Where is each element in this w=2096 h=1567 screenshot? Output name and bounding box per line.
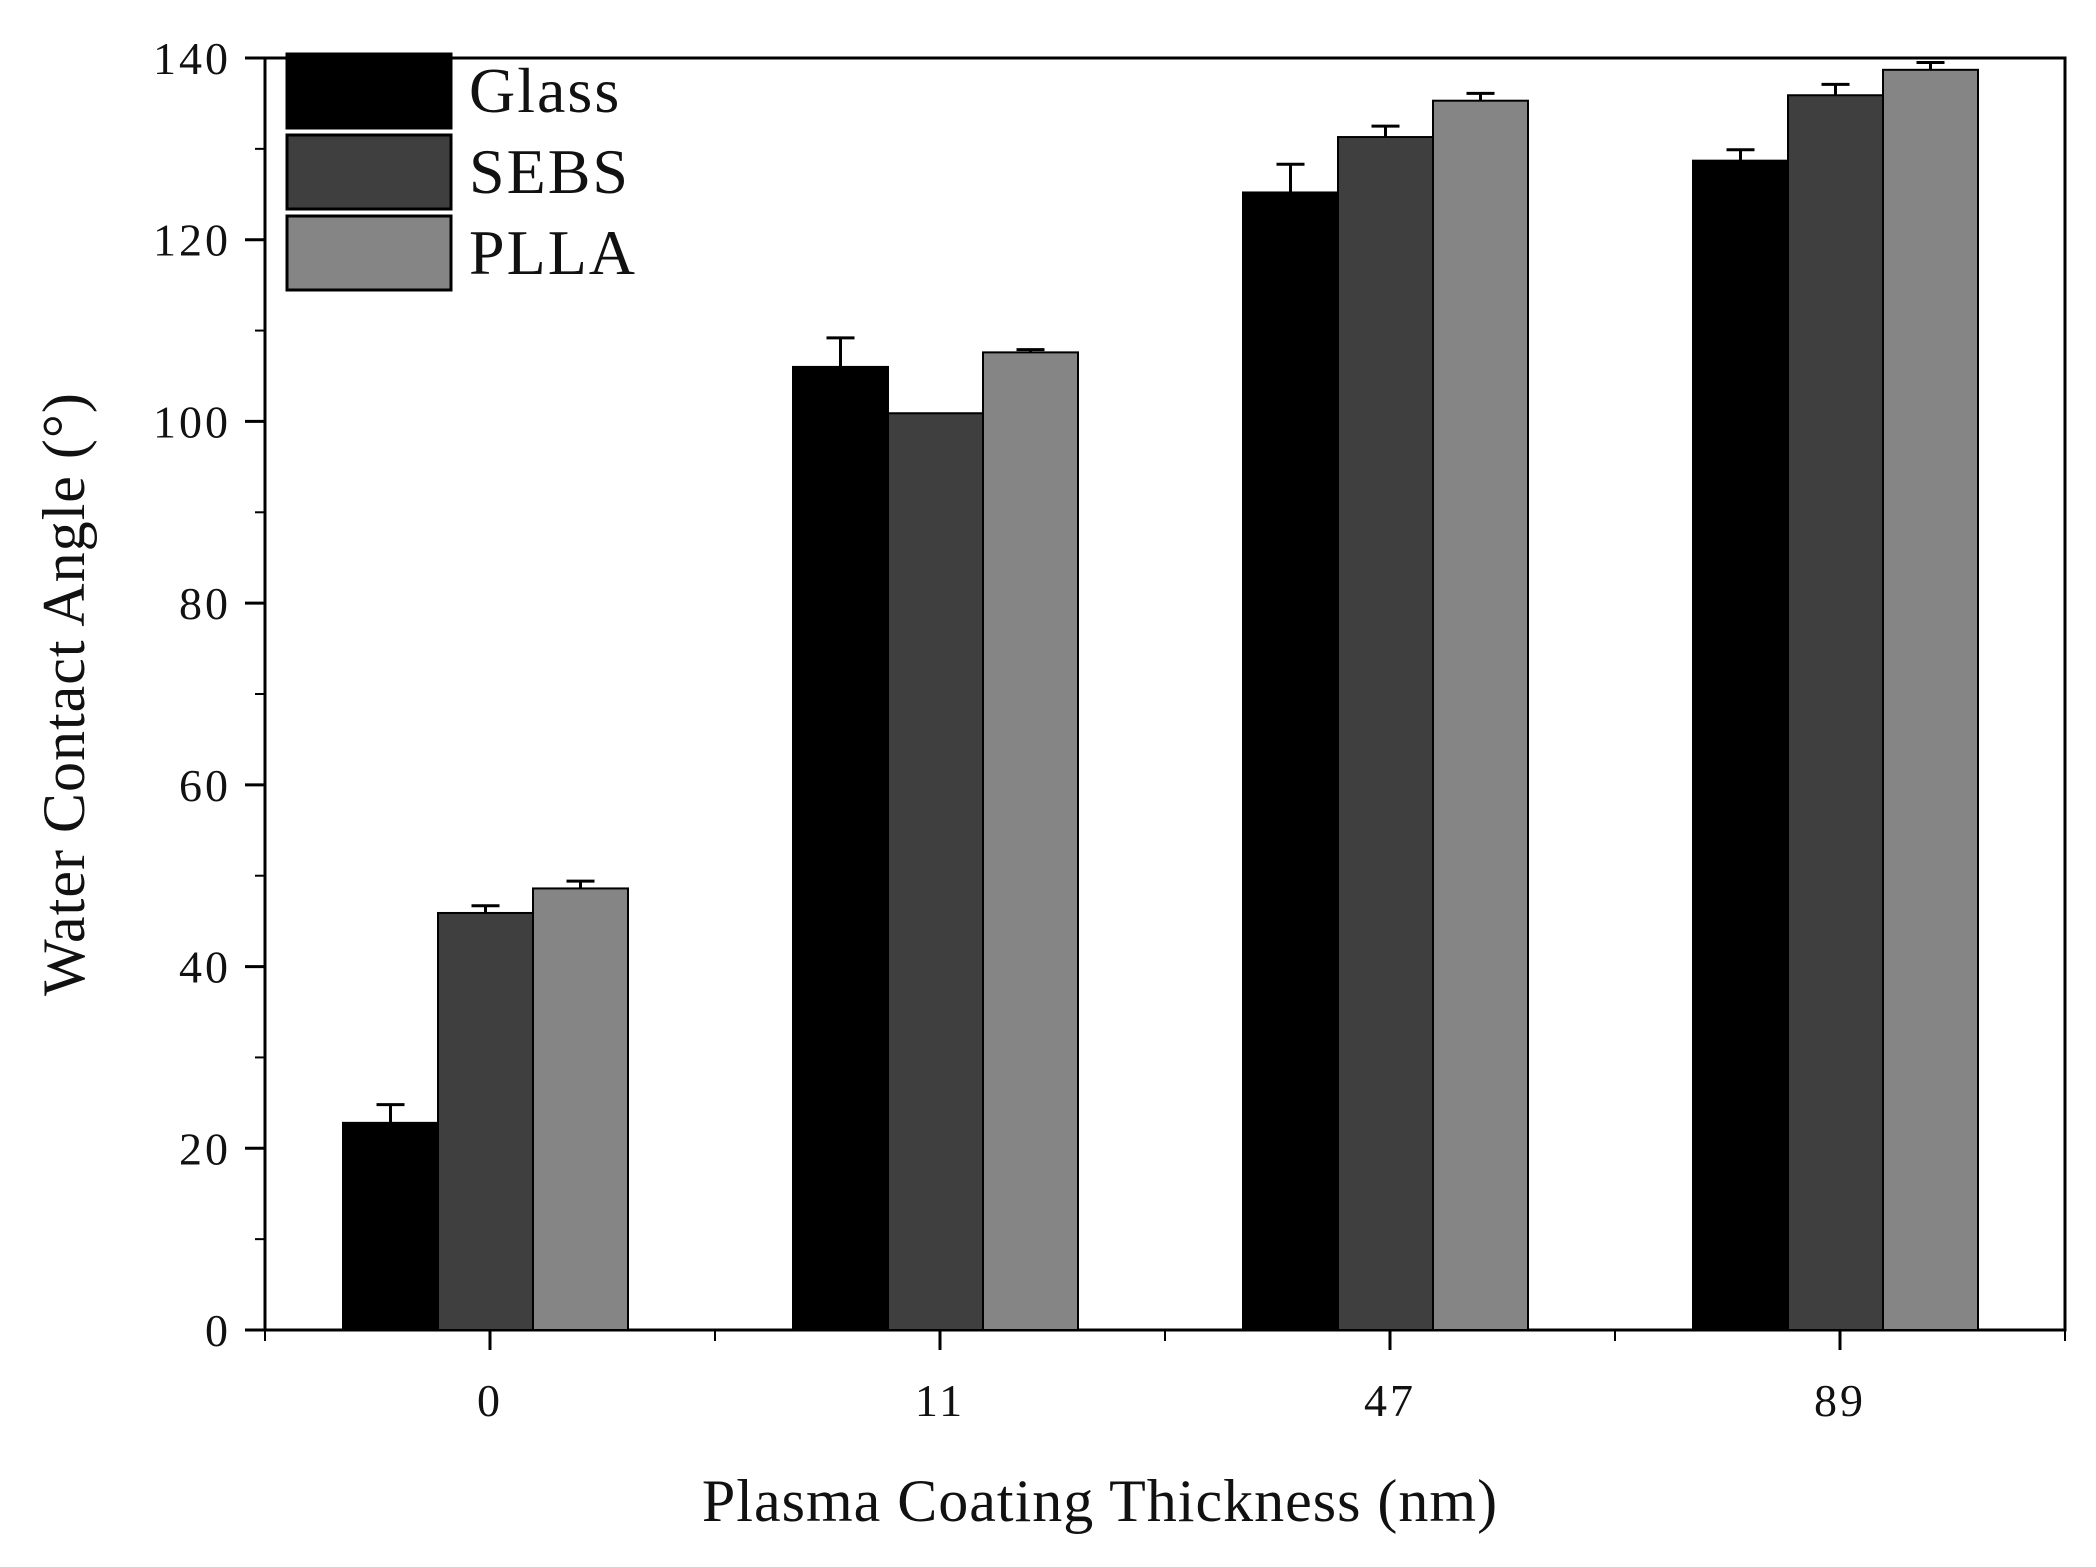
bar-plla-0 (532, 887, 629, 1331)
bar-plla-47 (1432, 99, 1529, 1331)
bar-plla-89 (1882, 68, 1979, 1332)
y-tick-label-40: 40 (179, 942, 231, 993)
x-axis: 0 11 47 89 (264, 1330, 2066, 1426)
x-tick-label-11: 11 (915, 1375, 965, 1426)
y-tick-label-80: 80 (179, 578, 231, 629)
y-axis: 0 20 40 60 80 100 120 140 (153, 33, 265, 1356)
bar-sebs-89 (1787, 94, 1884, 1331)
x-tick-label-89: 89 (1814, 1375, 1866, 1426)
legend: Glass SEBS PLLA (285, 52, 637, 292)
error-bars-layer (376, 61, 1945, 1123)
y-axis-title: Water Contact Angle (°) (31, 392, 97, 996)
legend-label-sebs: SEBS (469, 136, 630, 207)
y-tick-label-20: 20 (179, 1123, 231, 1174)
y-tick-label-120: 120 (153, 215, 231, 266)
legend-swatch-glass (285, 52, 453, 130)
y-tick-label-60: 60 (179, 760, 231, 811)
y-tick-label-0: 0 (205, 1305, 231, 1356)
x-tick-label-0: 0 (477, 1375, 503, 1426)
y-tick-label-100: 100 (153, 396, 231, 447)
legend-label-glass: Glass (469, 55, 621, 126)
x-axis-title: Plasma Coating Thickness (nm) (702, 1468, 1498, 1534)
legend-label-plla: PLLA (469, 217, 637, 288)
bar-sebs-47 (1337, 136, 1434, 1332)
x-tick-label-47: 47 (1364, 1375, 1416, 1426)
y-tick-label-140: 140 (153, 33, 231, 84)
bar-glass-0 (342, 1121, 439, 1331)
legend-swatch-sebs (285, 133, 453, 211)
bar-glass-47 (1242, 191, 1339, 1331)
bar-plla-11 (982, 351, 1079, 1331)
legend-swatch-plla (285, 214, 453, 292)
bars-layer (342, 68, 1979, 1332)
bar-glass-89 (1692, 159, 1789, 1331)
bar-glass-11 (792, 365, 889, 1331)
bar-sebs-11 (887, 412, 984, 1332)
bar-sebs-0 (437, 911, 534, 1331)
